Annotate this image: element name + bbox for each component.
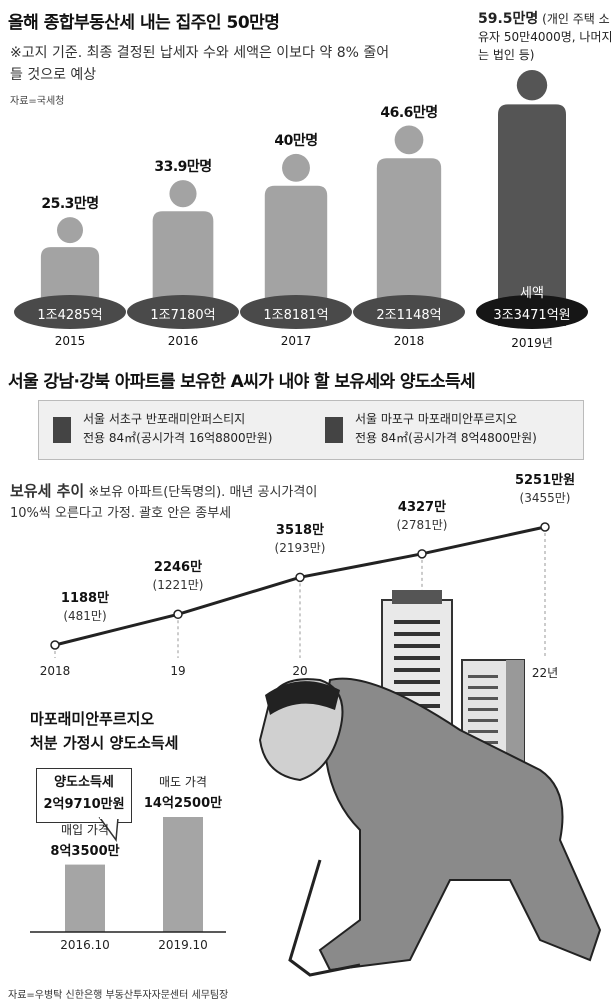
price-bar-value: 8억3500만 — [50, 843, 120, 859]
apt1-info: 서울 서초구 반포래미안퍼스티지 전용 84㎡(공시가격 16억8800만원) — [83, 410, 272, 448]
section2-title: 서울 강남·강북 아파트를 보유한 A씨가 내야 할 보유세와 양도소득세 — [8, 372, 476, 392]
person-figure-2018 — [376, 125, 442, 326]
jongbu-value-label: (2781만) — [396, 517, 448, 532]
chart1-title: 올해 종합부동산세 내는 집주인 50만명 — [8, 13, 280, 33]
tax-amount-label: 2조1148억 — [376, 308, 442, 323]
tax-oval — [240, 295, 352, 329]
holding-value-label: 5251만원 — [514, 473, 576, 488]
apt2-line1: 서울 마포구 마포래미안푸르지오 — [355, 412, 518, 426]
year-tick-label: 2017 — [280, 334, 312, 348]
price-bar-label: 매도 가격 — [159, 775, 207, 789]
holding-value-label: 4327만 — [397, 499, 447, 515]
tax-amount-label: 1조7180억 — [150, 308, 216, 323]
holding-title: 보유세 추이 — [10, 482, 85, 500]
line-point — [417, 549, 427, 559]
line-x-tick: 19 — [170, 664, 186, 678]
line-point — [50, 640, 60, 650]
apartment-boxes: 서울 서초구 반포래미안퍼스티지 전용 84㎡(공시가격 16억8800만원) … — [38, 400, 584, 460]
building-icon — [53, 417, 71, 443]
capital-gains-callout: 양도소득세 2억9710만원 — [36, 768, 132, 823]
taxpayer-chart — [14, 70, 588, 329]
gains-title-line1: 마포래미안푸르지오 — [30, 710, 155, 728]
date-tick-label: 2019.10 — [158, 938, 208, 952]
date-tick-label: 2016.10 — [60, 938, 110, 952]
jongbu-value-label: (3455만) — [519, 491, 571, 505]
price-bar — [65, 864, 105, 932]
person-figure-2019년 — [498, 70, 566, 327]
year-tick-label: 2018 — [393, 334, 425, 348]
holding-value-label: 2246만 — [153, 560, 203, 576]
value-2019: 59.5만명 — [478, 11, 539, 27]
callout-line1: 양도소득세 — [54, 775, 114, 790]
line-point — [173, 609, 183, 620]
tax-oval — [127, 295, 239, 329]
apt1-line2: 전용 84㎡(공시가격 16억8800만원) — [83, 431, 273, 445]
tax-oval — [14, 295, 126, 329]
jongbu-value-label: (481만) — [63, 609, 107, 623]
tax-oval — [476, 295, 588, 329]
chart1-source: 자료=국세청 — [10, 96, 65, 107]
apt2-line2: 전용 84㎡(공시가격 8억4800만원) — [355, 431, 537, 445]
gains-chart — [30, 816, 226, 933]
taxpayer-count-label: 40만명 — [274, 132, 318, 149]
note-2019: 59.5만명 (개인 주택 소유자 50만4000명, 나머지는 법인 등) — [478, 10, 614, 64]
line-point — [540, 522, 550, 532]
jongbu-value-label: (1221만) — [152, 578, 204, 593]
gains-title-line2: 처분 가정시 양도소득세 — [30, 734, 179, 752]
holding-value-label: 1188만 — [60, 591, 110, 606]
tax-amount-label: 1조8181억 — [263, 308, 329, 323]
tax-amount-label: 1조4285억 — [37, 308, 103, 323]
taxpayer-count-label: 25.3만명 — [41, 196, 99, 213]
jongbu-value-label: (2193만) — [274, 541, 326, 556]
building-icon — [325, 417, 343, 443]
year-tick-label: 2015 — [54, 334, 86, 348]
year-tick-label: 2019년 — [511, 336, 553, 350]
gains-title: 마포래미안푸르지오 처분 가정시 양도소득세 — [30, 707, 178, 755]
line-x-tick: 2018 — [39, 664, 71, 678]
apt1-line1: 서울 서초구 반포래미안퍼스티지 — [83, 412, 246, 426]
holding-note-block: 보유세 추이 ※보유 아파트(단독명의). 매년 공시가격이 10%씩 오른다고… — [10, 481, 340, 524]
holding-note: ※보유 아파트(단독명의). 매년 공시가격이 10%씩 오른다고 가정. 괄호… — [10, 485, 318, 521]
price-bar-value: 14억2500만 — [143, 796, 223, 811]
footer-source: 자료=우병탁 신한은행 부동산투자자문센터 세무팀장 — [8, 990, 229, 1001]
taxpayer-count-label: 33.9만명 — [154, 159, 212, 176]
person-figure-2017 — [264, 153, 328, 326]
callout-line2: 2억9710만원 — [43, 797, 125, 812]
price-bar-label: 매입 가격 — [61, 822, 109, 837]
apt2-info: 서울 마포구 마포래미안푸르지오 전용 84㎡(공시가격 8억4800만원) — [355, 410, 537, 448]
price-bar — [163, 817, 203, 932]
line-x-tick: 20 — [292, 664, 308, 678]
taxpayer-count-label: 46.6만명 — [380, 104, 438, 121]
year-tick-label: 2016 — [167, 334, 199, 348]
line-point — [295, 572, 305, 583]
holding-value-label: 3518만 — [275, 523, 325, 539]
tax-oval — [353, 295, 465, 329]
line-x-tick: 22년 — [531, 666, 559, 680]
illustration-man-carrying-apartments — [258, 590, 602, 977]
note-2019-text: (개인 주택 소유자 50만4000명, 나머지는 법인 등) — [478, 12, 613, 62]
chart1-note: ※고지 기준. 최종 결정된 납세자 수와 세액은 이보다 약 8% 줄어들 것… — [10, 45, 390, 83]
tax-amount-caption: 세액 — [520, 286, 544, 301]
tax-amount-label: 3조3471억원 — [493, 308, 571, 323]
